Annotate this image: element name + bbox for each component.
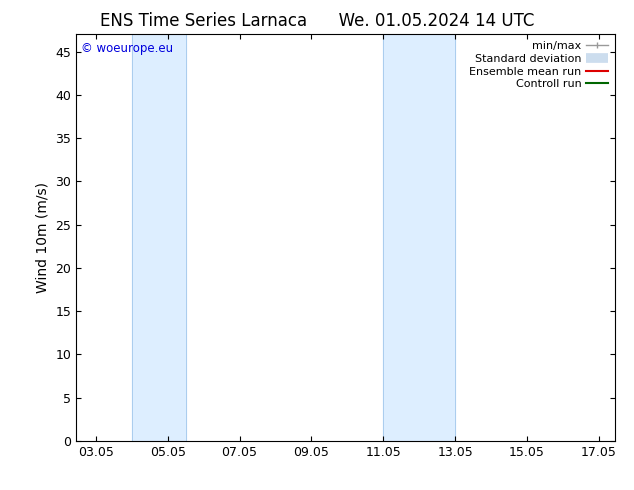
Y-axis label: Wind 10m (m/s): Wind 10m (m/s) [36, 182, 50, 293]
Bar [132, 34, 186, 441]
Bar [383, 34, 455, 441]
Text: © woeurope.eu: © woeurope.eu [81, 43, 174, 55]
Legend: min/max, Standard deviation, Ensemble mean run, Controll run: min/max, Standard deviation, Ensemble me… [466, 38, 612, 93]
Text: ENS Time Series Larnaca      We. 01.05.2024 14 UTC: ENS Time Series Larnaca We. 01.05.2024 1… [100, 12, 534, 30]
